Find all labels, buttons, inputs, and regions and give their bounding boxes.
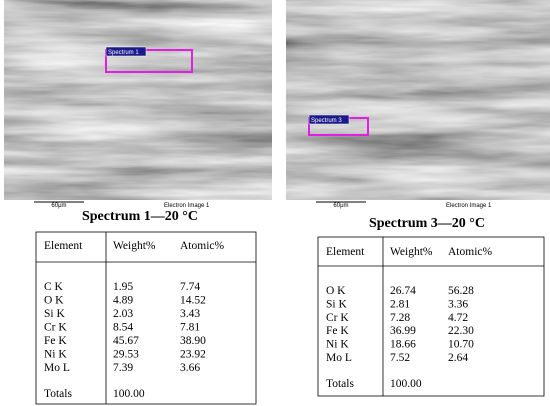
table-border xyxy=(317,236,545,397)
image-caption-bar xyxy=(286,200,550,208)
image-label: Electron Image 1 xyxy=(164,203,210,209)
table-cell: Ni K xyxy=(44,349,67,361)
totals-cell: 100.00 xyxy=(390,378,422,390)
panel-title: Spectrum 1—20 °C xyxy=(82,209,198,224)
totals-cell: Totals xyxy=(44,388,72,400)
table-cell: 4.72 xyxy=(448,312,468,324)
table-cell: 26.74 xyxy=(390,285,416,297)
table-cell: Si K xyxy=(44,308,65,320)
totals-cell: Totals xyxy=(326,378,354,390)
table-cell: Cr K xyxy=(326,312,349,324)
header-cell: Atomic% xyxy=(180,240,224,252)
table-cell: 2.03 xyxy=(113,308,133,320)
table-cell: 45.67 xyxy=(113,335,139,347)
spectrum-region xyxy=(105,49,193,73)
table-cell: 7.81 xyxy=(180,322,200,334)
table-cell: 3.66 xyxy=(180,362,200,374)
header-cell: Element xyxy=(326,246,365,258)
table-cell: Ni K xyxy=(326,339,349,351)
marker-label-bg xyxy=(105,46,147,57)
image-label: Electron Image 1 xyxy=(446,203,492,209)
table-cell: 56.28 xyxy=(448,285,474,297)
table-cell: 2.81 xyxy=(390,298,410,310)
table-cell: 18.66 xyxy=(390,339,416,351)
header-cell: Weight% xyxy=(113,240,156,252)
table-cell: C K xyxy=(44,281,64,293)
table-cell: O K xyxy=(326,285,346,297)
table-cell: Fe K xyxy=(44,335,67,347)
table-cell: 36.99 xyxy=(390,325,416,337)
header-cell: Atomic% xyxy=(448,246,492,258)
scale-label: 60μm xyxy=(333,203,348,209)
table-cell: 7.74 xyxy=(180,281,200,293)
marker-label: Spectrum 3 xyxy=(311,118,342,124)
table-cell: 8.54 xyxy=(113,322,133,334)
header-cell: Weight% xyxy=(390,246,433,258)
marker-label: Spectrum 1 xyxy=(108,50,139,56)
table-cell: Mo L xyxy=(44,362,70,374)
panel-title: Spectrum 3—20 °C xyxy=(369,216,485,231)
table-cell: Si K xyxy=(326,298,347,310)
scale-label: 60μm xyxy=(51,203,66,209)
sem-image xyxy=(4,0,272,200)
table-cell: 22.30 xyxy=(448,325,474,337)
table-border xyxy=(35,231,257,405)
image-caption-bar xyxy=(4,200,272,208)
table-cell: 1.95 xyxy=(113,281,133,293)
sem-image xyxy=(286,0,550,200)
table-cell: 7.28 xyxy=(390,312,410,324)
table-cell: 7.52 xyxy=(390,352,410,364)
table-cell: Fe K xyxy=(326,325,349,337)
table-cell: Mo L xyxy=(326,352,352,364)
table-cell: 2.64 xyxy=(448,352,468,364)
totals-cell: 100.00 xyxy=(113,388,145,400)
table-cell: 3.43 xyxy=(180,308,200,320)
table-cell: 7.39 xyxy=(113,362,133,374)
table-cell: 3.36 xyxy=(448,298,468,310)
table-cell: 10.70 xyxy=(448,339,474,351)
table-cell: Cr K xyxy=(44,322,67,334)
header-cell: Element xyxy=(44,240,83,252)
marker-label-bg xyxy=(308,114,350,125)
table-cell: O K xyxy=(44,295,64,307)
table-cell: 4.89 xyxy=(113,295,133,307)
table-cell: 29.53 xyxy=(113,349,139,361)
table-cell: 14.52 xyxy=(180,295,206,307)
table-cell: 23.92 xyxy=(180,349,206,361)
table-cell: 38.90 xyxy=(180,335,206,347)
